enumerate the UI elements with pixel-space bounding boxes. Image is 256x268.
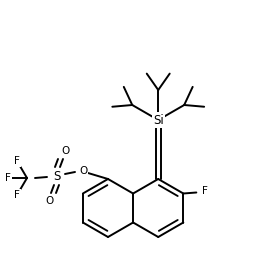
Text: F: F	[14, 190, 20, 200]
Text: F: F	[202, 187, 208, 196]
Text: O: O	[61, 146, 69, 156]
Text: Si: Si	[153, 114, 164, 126]
Text: O: O	[79, 166, 87, 176]
Text: F: F	[5, 173, 11, 183]
Text: S: S	[53, 169, 61, 183]
Text: F: F	[14, 156, 20, 166]
Text: O: O	[45, 196, 53, 206]
